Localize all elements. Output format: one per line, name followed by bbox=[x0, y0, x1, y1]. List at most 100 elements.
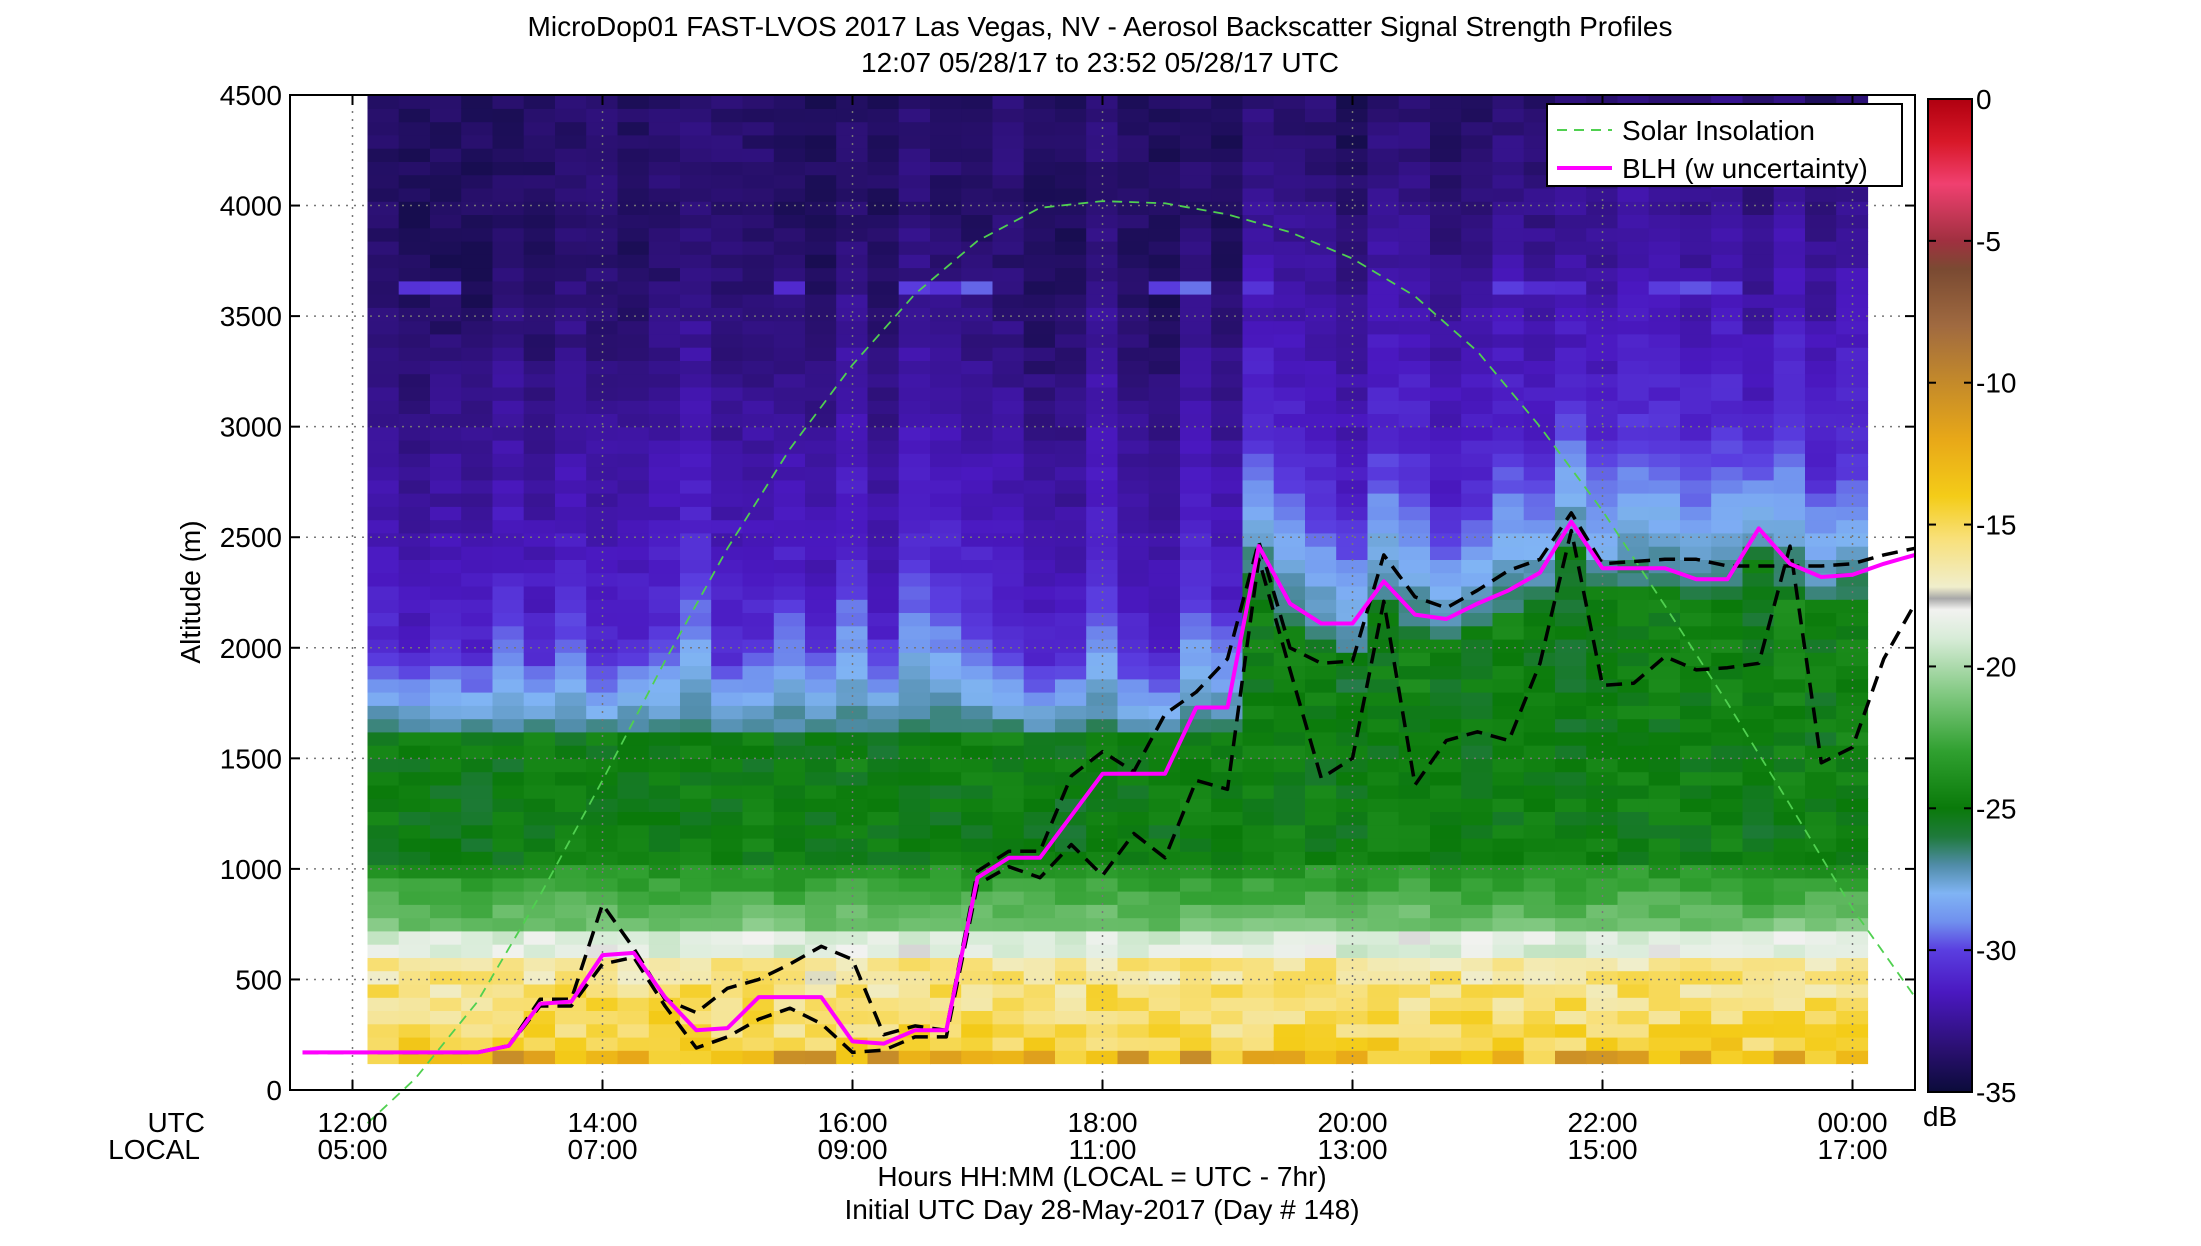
heatmap-cell bbox=[492, 347, 525, 361]
heatmap-cell bbox=[1492, 585, 1525, 600]
chart-subtitle: 12:07 05/28/17 to 23:52 05/28/17 UTC bbox=[861, 47, 1339, 78]
heatmap-cell bbox=[1555, 599, 1587, 613]
heatmap-cell bbox=[1180, 1010, 1212, 1025]
heatmap-cell bbox=[1773, 479, 1806, 494]
heatmap-cell bbox=[1180, 930, 1212, 945]
heatmap-cell bbox=[1180, 970, 1212, 985]
heatmap-cell bbox=[742, 95, 775, 109]
heatmap-cell bbox=[1117, 519, 1150, 534]
heatmap-cell bbox=[1117, 426, 1150, 441]
heatmap-cell bbox=[648, 267, 681, 282]
heatmap-cell bbox=[1461, 373, 1493, 388]
heatmap-cell bbox=[680, 373, 712, 388]
heatmap-cell bbox=[1523, 585, 1556, 600]
heatmap-cell bbox=[867, 479, 900, 494]
heatmap-cell bbox=[430, 1023, 462, 1038]
heatmap-cell bbox=[1367, 745, 1400, 759]
heatmap-cell bbox=[742, 267, 775, 282]
heatmap-cell bbox=[992, 333, 1025, 348]
heatmap-cell bbox=[1430, 638, 1462, 653]
heatmap-cell bbox=[430, 997, 462, 1011]
heatmap-cell bbox=[430, 930, 462, 945]
heatmap-cell bbox=[1273, 201, 1306, 215]
heatmap-cell bbox=[1336, 413, 1369, 428]
heatmap-cell bbox=[867, 187, 900, 202]
heatmap-cell bbox=[1680, 745, 1712, 759]
heatmap-cell bbox=[492, 386, 525, 401]
heatmap-cell bbox=[1211, 121, 1243, 136]
heatmap-cell bbox=[648, 466, 681, 481]
heatmap-cell bbox=[555, 161, 587, 176]
heatmap-cell bbox=[648, 904, 681, 919]
heatmap-cell bbox=[961, 904, 994, 919]
heatmap-cell bbox=[680, 426, 712, 441]
heatmap-cell bbox=[680, 784, 712, 799]
heatmap-cell bbox=[523, 307, 556, 322]
heatmap-cell bbox=[1492, 811, 1525, 826]
heatmap-cell bbox=[742, 891, 775, 905]
heatmap-cell bbox=[1117, 413, 1150, 428]
heatmap-cell bbox=[930, 678, 962, 693]
heatmap-cell bbox=[1555, 479, 1587, 494]
heatmap-cell bbox=[930, 95, 962, 109]
heatmap-cell bbox=[398, 413, 431, 428]
heatmap-cell bbox=[461, 599, 494, 613]
heatmap-cell bbox=[961, 559, 994, 574]
heatmap-cell bbox=[742, 294, 775, 308]
x-tick-label-utc: 20:00 bbox=[1317, 1107, 1387, 1138]
heatmap-cell bbox=[1398, 851, 1431, 866]
heatmap-cell bbox=[1586, 811, 1619, 826]
heatmap-cell bbox=[1461, 267, 1493, 282]
heatmap-cell bbox=[1680, 877, 1712, 892]
heatmap-cell bbox=[1148, 413, 1181, 428]
colorbar-tick-label: -5 bbox=[1976, 226, 2001, 257]
heatmap-cell bbox=[648, 108, 681, 123]
heatmap-cell bbox=[1023, 95, 1056, 109]
heatmap-cell bbox=[1367, 479, 1400, 494]
heatmap-cell bbox=[1367, 559, 1400, 574]
heatmap-cell bbox=[1680, 983, 1712, 998]
heatmap-cell bbox=[1773, 877, 1806, 892]
heatmap-cell bbox=[367, 638, 400, 653]
heatmap-cell bbox=[1211, 599, 1243, 613]
heatmap-cell bbox=[586, 479, 619, 494]
heatmap-cell bbox=[1180, 161, 1212, 176]
heatmap-cell bbox=[930, 599, 962, 613]
heatmap-cell bbox=[1836, 891, 1869, 905]
heatmap-cell bbox=[492, 174, 525, 189]
heatmap-cell bbox=[1117, 95, 1150, 109]
heatmap-cell bbox=[1586, 678, 1619, 693]
heatmap-cell bbox=[1305, 439, 1337, 454]
heatmap-cell bbox=[1805, 771, 1837, 786]
heatmap-cell bbox=[430, 347, 462, 361]
heatmap-cell bbox=[773, 227, 806, 242]
heatmap-cell bbox=[523, 599, 556, 613]
heatmap-cell bbox=[1148, 652, 1181, 667]
heatmap-cell bbox=[1711, 506, 1743, 521]
heatmap-cell bbox=[430, 665, 462, 680]
heatmap-cell bbox=[1742, 280, 1775, 295]
heatmap-cell bbox=[1273, 519, 1306, 534]
heatmap-cell bbox=[1367, 970, 1400, 985]
heatmap-cell bbox=[1555, 718, 1587, 733]
heatmap-cell bbox=[1273, 532, 1306, 547]
heatmap-cell bbox=[930, 718, 962, 733]
heatmap-cell bbox=[1430, 386, 1462, 401]
heatmap-cell bbox=[492, 453, 525, 468]
heatmap-cell bbox=[1305, 240, 1337, 255]
heatmap-cell bbox=[1773, 970, 1806, 985]
heatmap-cell bbox=[1461, 1036, 1493, 1051]
heatmap-cell bbox=[1836, 877, 1869, 892]
heatmap-cell bbox=[1773, 267, 1806, 282]
heatmap-cell bbox=[773, 625, 806, 640]
heatmap-cell bbox=[1430, 227, 1462, 242]
heatmap-cell bbox=[1492, 718, 1525, 733]
heatmap-cell bbox=[1180, 227, 1212, 242]
heatmap-cell bbox=[1836, 453, 1869, 468]
heatmap-cell bbox=[555, 599, 587, 613]
heatmap-cell bbox=[1336, 997, 1369, 1011]
heatmap-cell bbox=[836, 426, 868, 441]
heatmap-cell bbox=[773, 891, 806, 905]
heatmap-cell bbox=[1648, 267, 1681, 282]
heatmap-cell bbox=[1461, 798, 1493, 812]
